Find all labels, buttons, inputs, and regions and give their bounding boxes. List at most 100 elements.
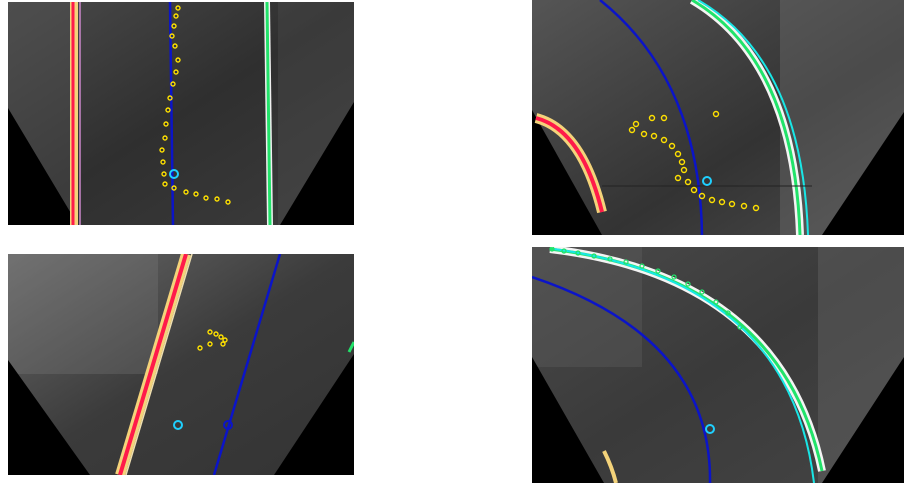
- left-floor-patch: [8, 254, 158, 374]
- detected-point-icon: [159, 147, 165, 153]
- detected-point-icon: [728, 200, 736, 208]
- detected-point-icon: [213, 331, 219, 337]
- detected-points: [628, 110, 760, 212]
- slanted-lane-panel: [8, 254, 354, 475]
- detected-point-icon: [220, 341, 226, 347]
- detected-point-icon: [685, 281, 691, 287]
- detected-point-icon: [214, 196, 220, 202]
- detected-point-icon: [172, 43, 178, 49]
- detected-point-icon: [175, 57, 181, 63]
- detected-point-icon: [737, 324, 743, 330]
- detected-point-icon: [623, 259, 629, 265]
- detected-point-icon: [674, 174, 682, 182]
- detected-point-icon: [655, 268, 661, 274]
- right-mask: [274, 354, 354, 475]
- detected-points: [197, 329, 228, 351]
- path-point-icon: [223, 420, 233, 430]
- detected-point-icon: [575, 250, 581, 256]
- detected-point-icon: [193, 191, 199, 197]
- detected-point-icon: [549, 247, 555, 252]
- right-mask: [822, 112, 904, 235]
- left-boundary-edge: [125, 254, 193, 475]
- left-boundary-line: [535, 116, 604, 213]
- detected-point-icon: [175, 5, 181, 11]
- right-boundary-edge: [697, 0, 809, 235]
- straight-lane-panel: [8, 2, 354, 225]
- straight-lane-image: [8, 2, 354, 225]
- detected-point-icon: [171, 185, 177, 191]
- detected-point-icon: [660, 136, 668, 144]
- detected-point-icon: [690, 186, 698, 194]
- right-curve-image: [532, 0, 904, 235]
- detected-point-icon: [161, 171, 167, 177]
- center-path-line: [212, 254, 282, 475]
- left-mask: [8, 108, 78, 225]
- left-boundary-line: [602, 450, 618, 483]
- detected-point-icon: [752, 204, 760, 212]
- detected-point-icon: [698, 192, 706, 200]
- detected-point-icon: [607, 256, 613, 262]
- detected-point-icon: [650, 132, 658, 140]
- center-path-line: [532, 275, 712, 483]
- left-mask: [532, 357, 604, 483]
- detected-point-icon: [171, 23, 177, 29]
- detected-point-icon: [648, 114, 656, 122]
- left-mask: [532, 110, 602, 235]
- detected-point-icon: [170, 81, 176, 87]
- detected-point-icon: [160, 159, 166, 165]
- right-boundary-line: [691, 0, 802, 235]
- detected-point-icon: [668, 142, 676, 150]
- target-point-icon: [705, 424, 715, 434]
- slanted-lane-image: [8, 254, 354, 475]
- detected-point-icon: [639, 263, 645, 269]
- detected-point-icon: [197, 345, 203, 351]
- detected-point-icon: [173, 69, 179, 75]
- detected-point-icon: [708, 196, 716, 204]
- detected-point-icon: [713, 299, 719, 305]
- floor-surface: [8, 2, 354, 225]
- left-curve-image: [532, 247, 904, 483]
- detected-point-icon: [712, 110, 720, 118]
- detected-point-icon: [680, 166, 688, 174]
- detected-point-icon: [203, 195, 209, 201]
- right-mask: [822, 357, 904, 483]
- right-mask: [280, 102, 354, 225]
- right-curve-panel: [532, 0, 904, 235]
- detected-point-icon: [718, 198, 726, 206]
- detected-point-icon: [591, 253, 597, 259]
- detected-point-icon: [165, 107, 171, 113]
- detected-point-icon: [632, 120, 640, 128]
- detected-point-icon: [183, 189, 189, 195]
- detected-point-icon: [640, 130, 648, 138]
- detected-point-icon: [222, 337, 228, 343]
- detected-point-icon: [218, 334, 224, 340]
- detected-point-icon: [225, 199, 231, 205]
- floor-surface: [532, 247, 904, 483]
- detected-point-icon: [740, 202, 748, 210]
- detected-point-icon: [628, 126, 636, 134]
- target-point-icon: [702, 176, 712, 186]
- left-mask: [8, 360, 90, 475]
- left-boundary-line: [118, 254, 188, 475]
- target-point-icon: [169, 169, 179, 179]
- right-boundary-line: [265, 2, 272, 225]
- detected-point-icon: [725, 310, 731, 316]
- detected-point-icon: [173, 13, 179, 19]
- boundary-points: [549, 247, 743, 330]
- detected-point-icon: [167, 95, 173, 101]
- detected-point-icon: [674, 150, 682, 158]
- right-boundary-line: [347, 341, 354, 353]
- detected-point-icon: [671, 274, 677, 280]
- detected-points: [159, 5, 231, 205]
- detected-point-icon: [162, 135, 168, 141]
- detected-point-icon: [684, 178, 692, 186]
- detected-point-icon: [207, 329, 213, 335]
- detected-point-icon: [207, 341, 213, 347]
- detected-point-icon: [699, 289, 705, 295]
- detected-point-icon: [678, 158, 686, 166]
- target-point-icon: [173, 420, 183, 430]
- left-curve-panel: [532, 247, 904, 483]
- right-boundary-edge: [553, 248, 815, 483]
- detected-point-icon: [163, 121, 169, 127]
- detected-point-icon: [169, 33, 175, 39]
